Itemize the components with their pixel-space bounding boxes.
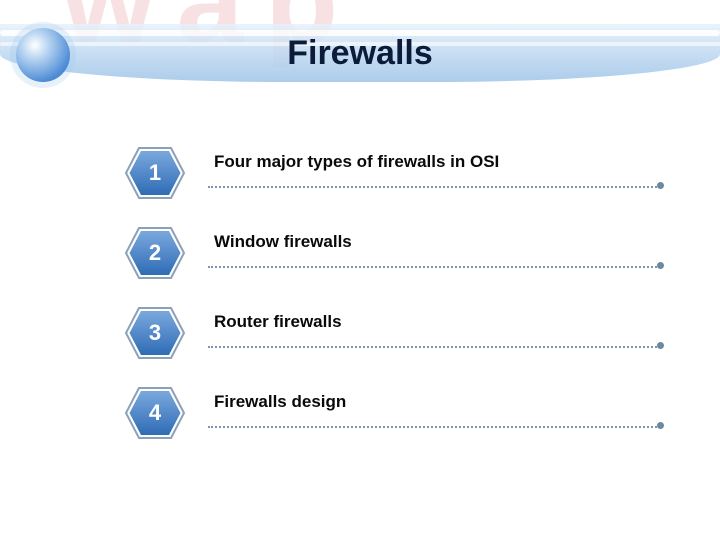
hexagon-badge: 1 (124, 146, 186, 200)
dotted-rule (208, 426, 660, 428)
hexagon-badge: 3 (124, 306, 186, 360)
dotted-rule (208, 186, 660, 188)
end-dot-icon (657, 342, 664, 349)
hexagon-badge: 2 (124, 226, 186, 280)
hexagon-number: 1 (124, 146, 186, 200)
page-title: Firewalls (0, 34, 720, 73)
list-item-label: Firewalls design (214, 392, 660, 412)
end-dot-icon (657, 182, 664, 189)
list-item: 1 Four major types of firewalls in OSI (124, 146, 660, 226)
end-dot-icon (657, 262, 664, 269)
end-dot-icon (657, 422, 664, 429)
list-item: 2 Window firewalls (124, 226, 660, 306)
list-item-label: Router firewalls (214, 312, 660, 332)
bullet-list: 1 Four major types of firewalls in OSI 2… (124, 146, 660, 466)
dotted-rule (208, 346, 660, 348)
hexagon-number: 2 (124, 226, 186, 280)
list-item: 3 Router firewalls (124, 306, 660, 386)
hexagon-number: 3 (124, 306, 186, 360)
list-item-label: Window firewalls (214, 232, 660, 252)
list-item-label: Four major types of firewalls in OSI (214, 152, 660, 172)
hexagon-number: 4 (124, 386, 186, 440)
list-item: 4 Firewalls design (124, 386, 660, 466)
hexagon-badge: 4 (124, 386, 186, 440)
dotted-rule (208, 266, 660, 268)
